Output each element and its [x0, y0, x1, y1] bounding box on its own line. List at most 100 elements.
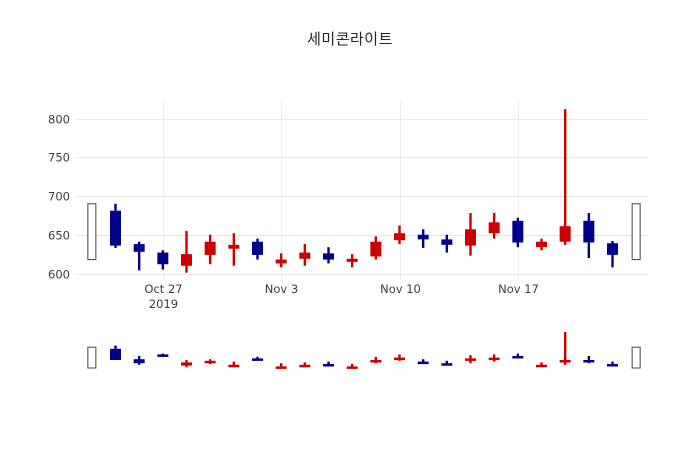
candlestick: [133, 241, 145, 271]
candle-body: [110, 210, 121, 246]
candle-body: [370, 241, 382, 257]
x-axis-tick-label: Nov 17: [498, 282, 539, 296]
volume-body: [417, 361, 429, 365]
volume-candles: [87, 332, 641, 369]
volume-candlestick: [346, 364, 358, 369]
volume-candlestick: [417, 359, 429, 365]
volume-body: [465, 358, 476, 361]
volume-candlestick: [631, 346, 641, 369]
volume-body: [607, 364, 618, 367]
y-axis-tick-label: 800: [48, 113, 70, 127]
candlestick: [441, 234, 453, 253]
x-axis-tick-label: Oct 27: [144, 282, 182, 296]
y-axis-tick-label: 750: [48, 151, 70, 165]
volume-candlestick: [465, 355, 476, 364]
candlestick: [631, 203, 641, 261]
candle-body: [228, 244, 240, 249]
candlestick: [181, 230, 192, 273]
candle-body: [417, 234, 429, 240]
candle-body: [157, 252, 169, 265]
candle-body: [465, 229, 476, 246]
volume-wick: [279, 363, 283, 368]
volume-candlestick: [583, 356, 595, 364]
candle-body: [204, 241, 216, 255]
candlestick: [583, 213, 595, 258]
candlestick: [228, 233, 240, 266]
candlestick: [323, 247, 334, 264]
volume-candlestick: [87, 346, 97, 369]
candlestick: [346, 254, 358, 268]
candle-body: [394, 233, 405, 241]
x-axis-tick-label: Nov 10: [380, 282, 421, 296]
candle-body: [323, 253, 334, 260]
volume-body: [536, 364, 547, 368]
candlestick: [275, 253, 287, 268]
candlestick: [87, 203, 97, 261]
candlestick: [465, 213, 476, 256]
placeholder-volume-candle: [631, 346, 641, 369]
candle-body: [133, 244, 145, 252]
candlestick: [370, 236, 382, 260]
volume-candlestick: [204, 359, 216, 364]
volume-wick: [445, 360, 449, 366]
volume-candlestick: [275, 363, 287, 369]
volume-wick: [232, 361, 236, 368]
volume-candlestick: [252, 356, 263, 361]
volume-candlestick: [323, 361, 334, 367]
volume-candlestick: [559, 332, 571, 365]
candle-body: [181, 254, 192, 266]
volume-candlestick: [228, 361, 240, 368]
placeholder-candle: [631, 203, 641, 261]
candlestick: [299, 244, 311, 266]
volume-wick: [540, 362, 543, 367]
volume-candlestick: [441, 360, 453, 366]
candlestick: [607, 240, 618, 268]
candlestick: [559, 109, 571, 245]
volume-candlestick: [394, 354, 405, 361]
volume-body: [275, 366, 287, 369]
volume-candlestick: [299, 362, 311, 368]
volume-body: [157, 354, 169, 357]
volume-wick: [563, 332, 567, 365]
volume-body: [110, 348, 121, 360]
price-candles: [87, 109, 641, 273]
volume-body: [323, 364, 334, 367]
candle-body: [536, 241, 547, 248]
volume-candlestick: [370, 356, 382, 364]
x-axis-tick-label: 2019: [149, 297, 178, 311]
volume-body: [583, 360, 595, 363]
candle-body: [512, 220, 524, 243]
candlestick: [394, 225, 405, 245]
volume-candlestick: [110, 345, 121, 360]
y-axis-tick-label: 650: [48, 229, 70, 243]
volume-body: [228, 364, 240, 368]
candlestick: [488, 213, 500, 239]
candlestick: [536, 238, 547, 251]
placeholder-candle: [87, 203, 97, 261]
y-axis-ticks: 600 650 700 750 800: [48, 113, 70, 282]
candle-wick: [185, 230, 188, 273]
candlestick: [110, 203, 121, 248]
candle-wick: [137, 241, 141, 271]
volume-wick: [398, 354, 401, 361]
candle-body: [488, 222, 500, 234]
candlestick: [512, 217, 524, 248]
candle-wick: [232, 233, 236, 266]
volume-wick: [350, 364, 354, 368]
volume-candlestick: [133, 356, 145, 365]
candle-body: [607, 243, 618, 255]
candle-body: [346, 258, 358, 262]
candle-body: [583, 220, 595, 243]
volume-candlestick: [512, 353, 524, 359]
candlestick: [417, 229, 429, 248]
candle-body: [252, 241, 263, 255]
y-axis-tick-label: 600: [48, 268, 70, 282]
candle-body: [559, 226, 571, 242]
candlestick: [252, 238, 263, 260]
volume-body: [441, 363, 453, 366]
candlestick: [204, 234, 216, 265]
volume-body: [346, 366, 358, 369]
placeholder-volume-candle: [87, 346, 97, 369]
